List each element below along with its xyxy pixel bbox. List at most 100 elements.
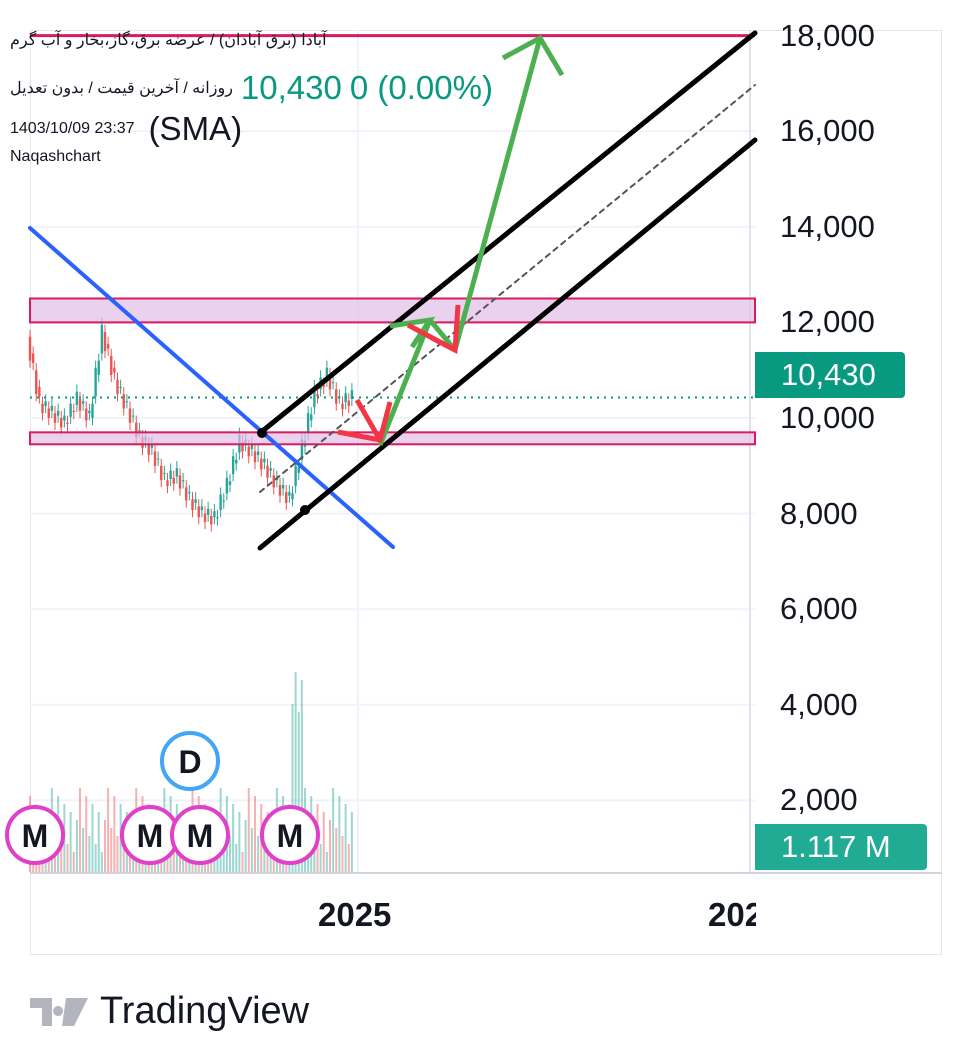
author: Naqashchart — [10, 148, 101, 165]
candle — [331, 382, 335, 384]
candle — [131, 415, 135, 417]
candle — [250, 444, 254, 450]
candle — [31, 353, 35, 364]
volume-bar — [79, 788, 81, 872]
volume-bar — [110, 828, 113, 872]
volume-bar — [107, 788, 110, 872]
candle — [125, 401, 129, 403]
volume-bar — [75, 820, 78, 872]
volume-bar — [72, 852, 75, 872]
candle — [253, 451, 257, 463]
earnings-marker-icon — [5, 805, 65, 865]
candle — [316, 394, 319, 397]
volume-bar — [329, 820, 331, 872]
volume-bar — [69, 812, 72, 872]
volume-bar — [60, 836, 63, 872]
candle — [247, 446, 250, 457]
volume-tag: 1.117 M — [755, 824, 927, 870]
candle — [288, 492, 291, 496]
volume-bar — [247, 788, 250, 872]
volume-bar — [100, 852, 103, 872]
candle — [53, 413, 57, 423]
candle — [269, 468, 272, 471]
candle — [175, 468, 179, 477]
candle — [206, 508, 210, 515]
candle — [256, 451, 260, 456]
candle — [88, 410, 91, 414]
candle — [47, 408, 50, 418]
candle — [325, 367, 329, 380]
candle — [135, 422, 138, 438]
arrow-up-icon — [389, 316, 436, 349]
candle — [169, 470, 172, 479]
marker-label: M — [22, 818, 49, 854]
volume-bar — [88, 836, 91, 872]
candle — [56, 410, 60, 416]
candle — [188, 492, 191, 494]
candle — [335, 389, 338, 404]
volume-bar — [254, 796, 256, 872]
candle — [225, 477, 229, 494]
volume-bar — [332, 788, 335, 872]
volume-bar — [241, 852, 244, 872]
candle — [178, 475, 182, 489]
candle — [219, 494, 222, 511]
volume-bar — [82, 828, 85, 872]
candle — [291, 493, 294, 500]
settings-line: روزانه / آخرین قیمت / بدون تعدیل — [10, 80, 233, 97]
candle — [69, 403, 72, 417]
candle — [72, 410, 75, 413]
volume-bar — [213, 852, 216, 872]
channel-lower — [257, 137, 758, 551]
candle — [119, 386, 122, 388]
candle — [60, 418, 63, 428]
x-tick-label: 202 — [708, 896, 756, 933]
candle — [231, 456, 235, 475]
candle — [278, 484, 282, 496]
candle — [341, 403, 344, 410]
candle — [78, 398, 82, 411]
last-price: 10,430 — [240, 69, 342, 106]
tradingview-logo[interactable]: TradingView — [30, 990, 309, 1033]
candle — [35, 370, 38, 395]
y-tick-label: 14,000 — [780, 208, 875, 244]
chart-frame[interactable] — [30, 30, 942, 955]
y-tick-label: 2,000 — [780, 782, 858, 818]
candle — [41, 403, 44, 414]
dividend-marker-icon — [160, 731, 220, 791]
trendline-blue — [28, 226, 395, 549]
arrow-down-icon — [430, 304, 461, 354]
indicator-label[interactable]: (SMA) — [148, 110, 243, 147]
candle — [194, 499, 197, 503]
volume-bar — [244, 820, 247, 872]
volume-bar — [297, 712, 300, 872]
candle — [297, 466, 300, 473]
candle — [110, 355, 113, 375]
candle — [91, 403, 94, 418]
candle — [63, 415, 66, 421]
marker-label: M — [187, 818, 214, 854]
candle — [166, 480, 169, 487]
last-price-tag: 10,430 — [755, 352, 905, 398]
volume-bar — [269, 852, 272, 872]
volume-bar — [104, 820, 106, 872]
volume-bar — [94, 844, 97, 872]
marker-label: M — [277, 818, 304, 854]
candle — [300, 439, 304, 460]
candle — [85, 408, 88, 421]
candle — [147, 444, 150, 456]
candle — [310, 414, 313, 421]
volume-bar — [338, 796, 341, 872]
earnings-marker-icon — [170, 805, 230, 865]
price-change: 0 (0.00%) — [349, 69, 493, 106]
candle — [347, 400, 350, 407]
candle — [138, 429, 141, 431]
channel-middle — [259, 84, 756, 493]
volume-bar — [291, 704, 294, 872]
volume-bar — [319, 844, 322, 872]
volume-bar — [113, 796, 116, 872]
candle — [281, 484, 285, 489]
volume-bar — [257, 836, 260, 872]
candle — [216, 517, 219, 519]
